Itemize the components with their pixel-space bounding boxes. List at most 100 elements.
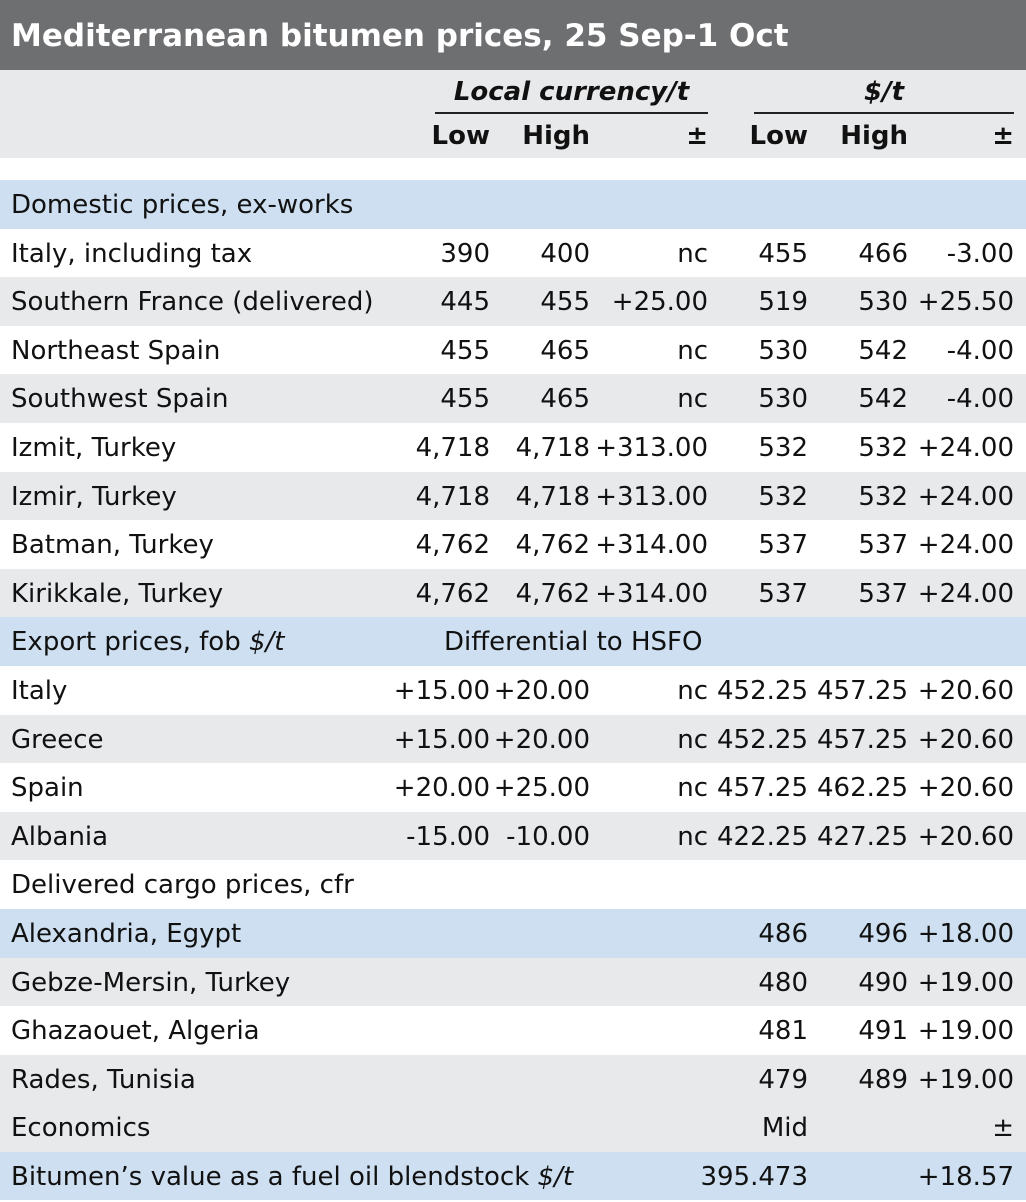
- usd-low-cell: 457.25: [717, 773, 808, 804]
- row-label: Southern France (delivered): [11, 287, 374, 318]
- table-row: Kirikkale, Turkey 4,762 4,762 +314.00 537 537…: [0, 568, 1026, 618]
- row-label: Izmir, Turkey: [11, 481, 177, 512]
- local-low-cell: 4,718: [415, 432, 490, 463]
- local-high-cell: 465: [540, 335, 590, 366]
- row-label: Gebze-Mersin, Turkey: [11, 967, 291, 998]
- row-label: Southwest Spain: [11, 384, 229, 415]
- local-high-cell: 400: [540, 238, 590, 269]
- usd-low-cell: 530: [758, 335, 808, 366]
- section-domestic: Domestic prices, ex-works: [0, 180, 1026, 229]
- local-change-cell: +314.00: [595, 578, 708, 609]
- local-change-cell: nc: [677, 675, 708, 706]
- section-label: Delivered cargo prices, cfr: [11, 870, 354, 901]
- table-row: Ghazaouet, Algeria 481 491 +19.00: [0, 1006, 1026, 1055]
- usd-high-cell: 466: [858, 238, 908, 269]
- usd-change-cell: +24.00: [917, 530, 1014, 561]
- table-row: Spain +20.00 +25.00 nc 457.25 462.25 +20.60: [0, 763, 1026, 812]
- row-label: Batman, Turkey: [11, 530, 214, 561]
- local-high-cell: 455: [540, 287, 590, 318]
- usd-low-cell: 479: [758, 1064, 808, 1095]
- table-row: Italy, including tax 390 400 nc 455 466 -3.00: [0, 228, 1026, 278]
- section-label: Domestic prices, ex-works: [11, 190, 354, 220]
- local-change-cell: nc: [677, 821, 708, 852]
- row-label: Greece: [11, 724, 104, 755]
- usd-high-cell: 542: [858, 335, 908, 366]
- usd-change-cell: +20.60: [917, 675, 1014, 706]
- usd-high-cell: 537: [858, 578, 908, 609]
- section-label: Export prices, fob $/t: [11, 617, 285, 666]
- section-economics: Economics Mid ±: [0, 1103, 1026, 1152]
- economics-change-header: ±: [992, 1113, 1014, 1144]
- local-low-cell: 4,718: [415, 481, 490, 512]
- usd-low-cell: 519: [758, 287, 808, 318]
- local-change-cell: nc: [677, 335, 708, 366]
- usd-change-cell: -4.00: [946, 384, 1014, 415]
- usd-high-cell: 496: [858, 918, 908, 949]
- usd-low-cell: 537: [758, 530, 808, 561]
- section-label: Economics: [11, 1113, 151, 1144]
- usd-change-cell: +24.00: [917, 481, 1014, 512]
- economics-label-text: Bitumen’s value as a fuel oil blendstock: [11, 1161, 538, 1192]
- local-low-cell: 4,762: [415, 530, 490, 561]
- domestic-rows: Italy, including tax 390 400 nc 455 466 -3.00 S…: [0, 228, 1026, 618]
- local-change-cell: nc: [677, 238, 708, 269]
- row-label: Northeast Spain: [11, 335, 221, 366]
- usd-low-cell: 480: [758, 967, 808, 998]
- usd-low-cell: 486: [758, 918, 808, 949]
- local-low-cell: +15.00: [393, 675, 490, 706]
- economics-change-value: +18.57: [917, 1161, 1014, 1192]
- column-group-header: Local currency/t $/t: [0, 70, 1026, 114]
- local-change-cell: nc: [677, 384, 708, 415]
- local-low-cell: 445: [440, 287, 490, 318]
- section-label-unit: $/t: [249, 627, 285, 658]
- table-row: Albania -15.00 -10.00 nc 422.25 427.25 +20.60: [0, 811, 1026, 861]
- usd-high-cell: 427.25: [817, 821, 908, 852]
- usd-high-cell: 491: [858, 1016, 908, 1047]
- usd-high-cell: 532: [858, 481, 908, 512]
- local-low-cell: +15.00: [393, 724, 490, 755]
- header-local-change: ±: [686, 121, 708, 151]
- local-high-cell: +20.00: [493, 675, 590, 706]
- table-row: Southern France (delivered) 445 455 +25.00 5…: [0, 277, 1026, 326]
- usd-low-cell: 452.25: [717, 724, 808, 755]
- local-high-cell: 4,718: [515, 481, 590, 512]
- header-local-low: Low: [431, 121, 490, 151]
- economics-mid-header: Mid: [761, 1113, 808, 1144]
- usd-change-cell: +19.00: [917, 1064, 1014, 1095]
- usd-change-cell: +24.00: [917, 578, 1014, 609]
- usd-change-cell: +19.00: [917, 1016, 1014, 1047]
- economics-label-unit: $/t: [537, 1161, 574, 1192]
- usd-change-cell: +19.00: [917, 967, 1014, 998]
- group-usd: $/t: [754, 70, 1014, 114]
- row-label: Spain: [11, 773, 84, 804]
- table-row: Izmir, Turkey 4,718 4,718 +313.00 532 532 +24.…: [0, 471, 1026, 521]
- local-change-cell: +314.00: [595, 530, 708, 561]
- usd-low-cell: 532: [758, 432, 808, 463]
- local-high-cell: +20.00: [493, 724, 590, 755]
- local-low-cell: +20.00: [393, 773, 490, 804]
- delivered-rows: Alexandria, Egypt 486 496 +18.00 Gebze-Mersi…: [0, 908, 1026, 1104]
- local-high-cell: +25.00: [493, 773, 590, 804]
- usd-high-cell: 490: [858, 967, 908, 998]
- row-label: Ghazaouet, Algeria: [11, 1016, 260, 1047]
- local-high-cell: 4,718: [515, 432, 590, 463]
- usd-low-cell: 455: [758, 238, 808, 269]
- usd-change-cell: +25.50: [917, 287, 1014, 318]
- local-high-cell: -10.00: [506, 821, 590, 852]
- usd-low-cell: 481: [758, 1016, 808, 1047]
- local-high-cell: 465: [540, 384, 590, 415]
- row-label: Kirikkale, Turkey: [11, 578, 224, 609]
- table-row: Batman, Turkey 4,762 4,762 +314.00 537 537 +24…: [0, 520, 1026, 569]
- usd-change-cell: -3.00: [946, 238, 1014, 269]
- usd-high-cell: 457.25: [817, 675, 908, 706]
- header-usd-change: ±: [992, 121, 1014, 151]
- usd-high-cell: 457.25: [817, 724, 908, 755]
- usd-low-cell: 452.25: [717, 675, 808, 706]
- local-change-cell: nc: [677, 773, 708, 804]
- economics-mid-value: 395.473: [700, 1161, 808, 1192]
- table-row: Greece +15.00 +20.00 nc 452.25 457.25 +20.60: [0, 714, 1026, 764]
- header-local-high: High: [522, 121, 590, 151]
- usd-change-cell: +18.00: [917, 918, 1014, 949]
- local-low-cell: 455: [440, 384, 490, 415]
- usd-change-cell: +20.60: [917, 724, 1014, 755]
